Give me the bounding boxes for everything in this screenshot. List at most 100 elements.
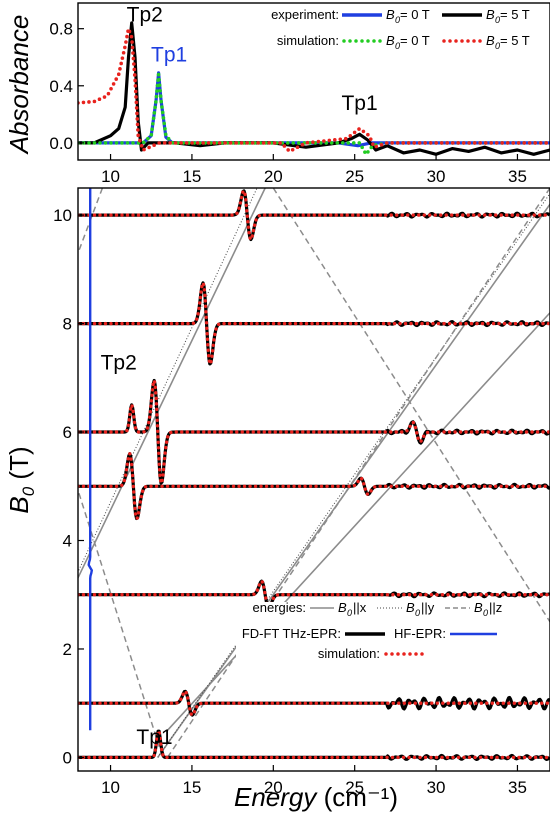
- bottom-x-tick-label: 30: [427, 778, 446, 797]
- legend-by-sub: 0: [415, 608, 420, 618]
- legend-by-text: ||y: [421, 600, 435, 615]
- energy-line-y: [78, 188, 258, 574]
- bottom-annotation: Tp1: [136, 726, 172, 749]
- legend-exp-0T-b: B: [386, 7, 395, 22]
- top-x-tick-label: 35: [508, 167, 527, 186]
- top-annotations: Tp2 Tp1 Tp1: [127, 4, 378, 115]
- top-y-axis-label: Absorbance: [4, 15, 34, 156]
- legend-exp-0T-text: = 0 T: [400, 7, 430, 22]
- spectrum-simulation: [78, 578, 550, 611]
- energy-line-z: [78, 188, 104, 256]
- top-x-tick-label: 25: [345, 167, 364, 186]
- top-series-blue: [78, 71, 550, 148]
- bottom-annotation: Tp2: [101, 352, 137, 375]
- y-label-b: B: [4, 496, 34, 513]
- legend-sim-5T-sub: 0: [495, 41, 500, 51]
- bottom-x-tick-label: 35: [508, 778, 527, 797]
- legend-simulation-label: simulation:: [277, 33, 339, 48]
- top-series-green: [78, 72, 550, 157]
- top-x-tick-label: 30: [427, 167, 446, 186]
- x-label-unit: (cm⁻¹): [324, 782, 398, 812]
- bottom-x-tick-label: 20: [264, 778, 283, 797]
- spectrum-simulation: [78, 380, 550, 487]
- bottom-y-axis-label: B0 (T): [4, 446, 38, 513]
- bottom-y-tick-label: 2: [63, 640, 72, 659]
- energy-line-z: [78, 487, 164, 758]
- x-axis-label: Energy (cm⁻¹): [234, 782, 398, 812]
- legend-sim-0T-b: B: [386, 33, 395, 48]
- spectrum-simulation: [78, 188, 550, 244]
- legend-sim-5T-b: B: [486, 33, 495, 48]
- energy-line-y: [157, 193, 550, 758]
- x-label-energy: Energy: [234, 782, 318, 812]
- legend-bx-sub: 0: [347, 608, 352, 618]
- top-legend: experiment: B 0 = 0 T B 0 = 5 T simulati…: [271, 7, 530, 51]
- top-series-black: [78, 21, 550, 156]
- top-panel: 10 15 20 25 30 35 0.0 0.4 0.8 Tp2 Tp1 Tp1 Absorban…: [4, 2, 550, 186]
- legend-sim-5T-text: = 5 T: [500, 33, 530, 48]
- y-label-sub: 0: [19, 486, 38, 496]
- legend-bz-b: B: [474, 600, 483, 615]
- bottom-y-tick-label: 4: [63, 532, 72, 551]
- top-x-tick-label: 15: [182, 167, 201, 186]
- spectrum-simulation: [78, 689, 550, 718]
- spectrum-simulation: [78, 729, 550, 760]
- hf-epr-line: [87, 188, 94, 731]
- bottom-axes: 10 15 20 25 30 35 0 2 4 6 8 10: [53, 206, 527, 797]
- top-y-tick-label: 0.8: [49, 20, 73, 39]
- legend-exp-5T-text: = 5 T: [500, 7, 530, 22]
- energy-line-z: [272, 188, 550, 623]
- legend-sim-label: simulation:: [318, 646, 380, 661]
- y-label-unit: (T): [4, 446, 34, 486]
- legend-hf-label: HF-EPR:: [394, 626, 446, 641]
- top-annotation: Tp1: [151, 44, 187, 67]
- legend-energies-label: energies:: [253, 600, 306, 615]
- bottom-y-tick-label: 0: [63, 748, 72, 767]
- energy-level-lines: [78, 188, 550, 758]
- top-plot-area: [78, 21, 550, 157]
- spectrum-experiment: [78, 729, 550, 762]
- legend-exp-5T-b: B: [486, 7, 495, 22]
- legend-exp-5T-sub: 0: [495, 15, 500, 25]
- bottom-y-tick-label: 8: [63, 315, 72, 334]
- energy-line-x: [166, 312, 550, 731]
- legend-bx-text: ||x: [353, 600, 367, 615]
- legend-fdft-label: FD-FT THz-EPR:: [242, 626, 341, 641]
- bottom-legend: energies: B 0 ||x B 0 ||y B 0 ||z FD-FT …: [236, 600, 526, 684]
- top-x-tick-label: 10: [101, 167, 120, 186]
- legend-bz-text: ||z: [489, 600, 502, 615]
- top-y-tick-label: 0.0: [49, 134, 73, 153]
- top-series-red: [78, 26, 550, 154]
- energy-line-x: [78, 188, 266, 580]
- bottom-frame: [77, 187, 550, 772]
- bottom-x-tick-label: 15: [182, 778, 201, 797]
- spectrum-simulation: [78, 449, 550, 522]
- energy-line-z: [166, 188, 550, 758]
- legend-bx-b: B: [338, 600, 347, 615]
- bottom-x-tick-label: 10: [101, 778, 120, 797]
- legend-experiment-label: experiment:: [271, 7, 339, 22]
- top-annotation: Tp1: [341, 92, 377, 115]
- bottom-plot-area: [78, 188, 550, 762]
- bottom-legend-bg: [236, 602, 526, 684]
- top-frame: [77, 2, 550, 161]
- bottom-x-tick-label: 25: [345, 778, 364, 797]
- top-annotation: Tp2: [127, 4, 163, 27]
- legend-sim-0T-text: = 0 T: [400, 33, 430, 48]
- bottom-y-tick-label: 6: [63, 423, 72, 442]
- top-series: [78, 21, 550, 157]
- top-y-tick-label: 0.4: [49, 77, 73, 96]
- field-spectra: [78, 188, 550, 762]
- spectrum-simulation: [78, 277, 550, 368]
- legend-bz-sub: 0: [483, 608, 488, 618]
- bottom-y-tick-label: 10: [53, 206, 72, 225]
- legend-exp-0T-sub: 0: [395, 15, 400, 25]
- legend-sim-0T-sub: 0: [395, 41, 400, 51]
- hf-epr-trace: [87, 188, 94, 731]
- legend-by-b: B: [406, 600, 415, 615]
- top-axes: 10 15 20 25 30 35 0.0 0.4 0.8: [49, 20, 527, 186]
- top-x-tick-label: 20: [264, 167, 283, 186]
- bottom-annotations: Tp2 Tp1: [101, 352, 173, 749]
